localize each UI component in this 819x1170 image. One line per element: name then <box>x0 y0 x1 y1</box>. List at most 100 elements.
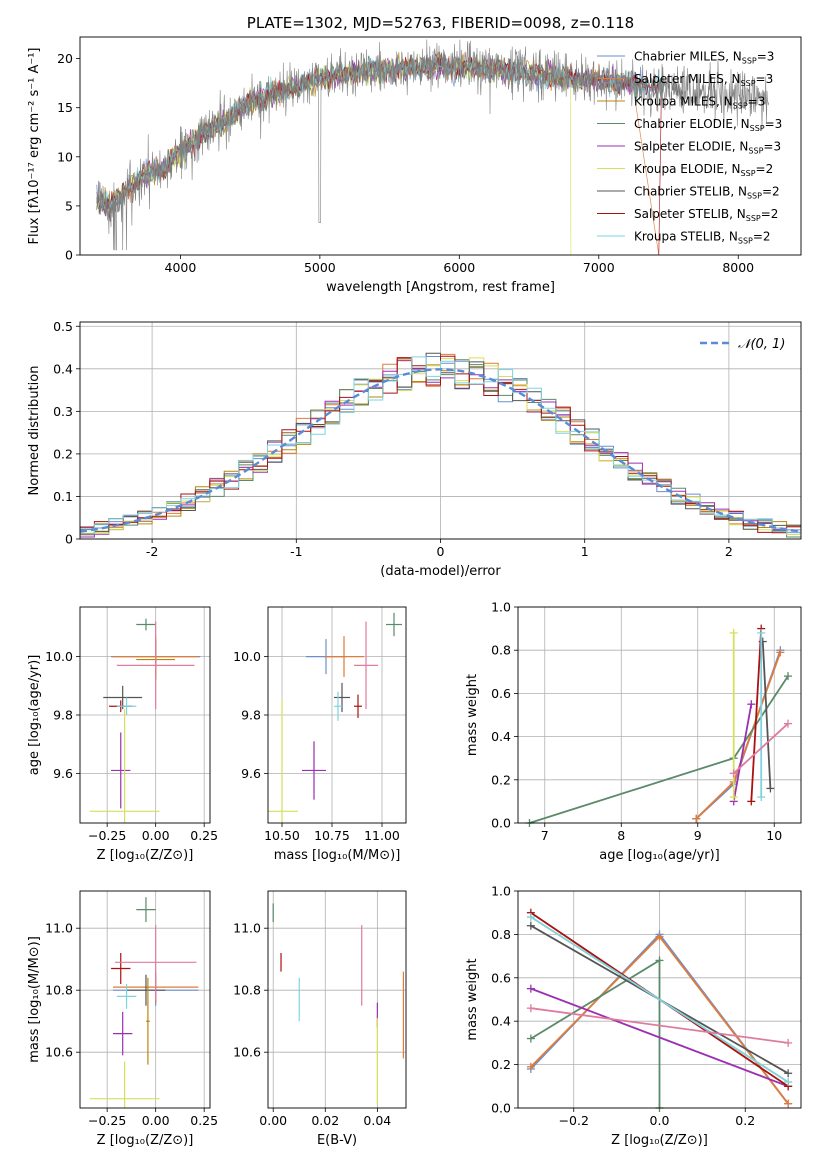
errorbar-point <box>354 621 378 710</box>
x-tick-label: -1 <box>290 544 302 559</box>
x-tick-label: 0.2 <box>735 1113 755 1128</box>
y-tick-label: 1.0 <box>491 884 511 899</box>
x-axis-label: mass [log₁₀(M/M⊙)] <box>274 848 401 863</box>
grid <box>268 891 406 1108</box>
x-tick-label: -2 <box>146 544 158 559</box>
y-tick-label: 15 <box>57 100 73 115</box>
y-tick-label: 10 <box>57 149 73 164</box>
plus-marker <box>766 784 775 793</box>
x-tick-label: −0.25 <box>88 828 126 843</box>
y-tick-label: 9.6 <box>53 766 73 781</box>
plus-marker <box>692 814 701 823</box>
x-axis-label: (data-model)/error <box>380 564 501 579</box>
series-line-3 <box>732 704 753 802</box>
series-line-6 <box>750 628 763 802</box>
errorbar-point <box>136 618 156 631</box>
mass-weight-vs-Z-panel: −0.2 0.0 0.2 0.0 0.2 0.4 0.6 0.8 1.0 Z [log₁₀(Z/Z… <box>465 884 802 1148</box>
axes-frame <box>79 890 211 1109</box>
y-tick-label: 10.8 <box>233 983 261 998</box>
legend-label: Salpeter MILES, NSSP=3 <box>634 72 773 88</box>
y-tick-label: 10.0 <box>45 649 73 664</box>
y-tick-label: 0.0 <box>491 1101 511 1116</box>
plus-marker <box>526 921 535 930</box>
x-tick-label: 6000 <box>443 260 475 275</box>
x-axis-label: Z [log₁₀(Z/Z⊙)] <box>97 1133 194 1148</box>
x-tick-label: 5000 <box>304 260 336 275</box>
series-lines <box>525 624 792 827</box>
normal-curve <box>80 368 801 533</box>
legend-label: Kroupa STELIB, NSSP=2 <box>634 230 771 246</box>
y-axis-label: Flux [fλ10⁻¹⁷ erg cm⁻² s⁻¹ A⁻¹] <box>27 48 42 245</box>
series-lines <box>526 908 793 1112</box>
x-tick-label: 0 <box>437 544 445 559</box>
y-tick-label: 0 <box>65 532 73 547</box>
y-tick-label: 5 <box>65 198 73 213</box>
errorbar-point <box>324 636 364 678</box>
y-tick-label: 0.8 <box>491 927 511 942</box>
plus-marker <box>526 984 535 993</box>
x-tick-label: 0.02 <box>311 1113 339 1128</box>
errorbar-point <box>116 621 195 710</box>
y-tick-label: 0.4 <box>491 729 511 744</box>
errorbar-point <box>386 612 402 637</box>
x-tick-label: 0.00 <box>142 828 170 843</box>
y-tick-label: 0.2 <box>491 772 511 787</box>
chart-title: PLATE=1302, MJD=52763, FIBERID=0098, z=0… <box>247 14 634 32</box>
errorbar-point <box>116 697 137 715</box>
y-tick-label: 9.8 <box>241 708 261 723</box>
x-axis-label: wavelength [Angstrom, rest frame] <box>326 280 555 295</box>
x-tick-label: 0.0 <box>650 1113 670 1128</box>
y-tick-label: 0.0 <box>491 816 511 831</box>
axes-frame <box>267 606 407 824</box>
y-tick-label: 9.8 <box>53 708 73 723</box>
plus-marker <box>729 769 738 778</box>
y-tick-label: 10.6 <box>233 1045 261 1060</box>
axes-frame <box>79 36 802 256</box>
errorbar-point <box>334 691 342 721</box>
legend: Chabrier MILES, NSSP=3 Salpeter MILES, NS… <box>597 50 782 246</box>
y-tick-label: 0.8 <box>491 643 511 658</box>
errorbar-point <box>89 709 160 823</box>
x-tick-label: −0.2 <box>559 1113 589 1128</box>
plus-marker <box>655 956 664 965</box>
plus-marker <box>783 719 792 728</box>
y-tick-label: 11.0 <box>45 921 73 936</box>
x-tick-label: 8 <box>617 828 625 843</box>
plus-marker <box>526 1062 535 1071</box>
plus-marker <box>784 1038 793 1047</box>
legend-label: Kroupa MILES, NSSP=3 <box>634 95 765 111</box>
x-axis-label: Z [log₁₀(Z/Z⊙)] <box>611 1133 708 1148</box>
y-tick-label: 0.3 <box>53 404 73 419</box>
y-tick-label: 0.2 <box>53 446 73 461</box>
plus-marker <box>784 1099 793 1108</box>
x-tick-label: −0.25 <box>88 1113 126 1128</box>
x-tick-label: 10.50 <box>264 828 300 843</box>
series-line-8 <box>733 722 789 774</box>
plus-marker <box>655 932 664 941</box>
errorbar-point <box>89 1061 160 1108</box>
series-line-5 <box>761 641 772 789</box>
x-tick-label: 7 <box>541 828 549 843</box>
plus-marker <box>526 1034 535 1043</box>
legend-label: Chabrier STELIB, NSSP=2 <box>634 185 780 201</box>
plus-marker <box>776 648 785 657</box>
mass-weight-vs-age-panel: 7 8 9 10 0.0 0.2 0.4 0.6 0.8 1.0 age [log₁₀(age/yr… <box>465 600 802 863</box>
x-tick-label: 9 <box>694 828 702 843</box>
age-vs-mass-panel: 10.50 10.75 11.00 9.6 9.8 10.0 mass [log₁₀(M/M… <box>233 606 407 863</box>
x-tick-label: 8000 <box>722 260 754 275</box>
x-tick-label: 0.00 <box>259 1113 287 1128</box>
legend-label: Chabrier ELODIE, NSSP=3 <box>634 117 782 133</box>
errorbar-point <box>116 984 137 1009</box>
histogram-7 <box>80 355 801 534</box>
y-tick-label: 10.0 <box>233 649 261 664</box>
series-line-2 <box>530 958 661 1108</box>
legend-label: Salpeter STELIB, NSSP=2 <box>634 207 778 223</box>
residuals-panel: -2 -1 0 1 2 0 0.1 0.2 0.3 0.4 0.5 (data-model)/erro… <box>27 319 802 579</box>
axes-frame <box>79 321 802 540</box>
y-axis-label: age [log₁₀(age/yr)] <box>27 655 42 776</box>
x-tick-label: 11.00 <box>364 828 400 843</box>
plus-marker <box>747 700 756 709</box>
axes-frame <box>517 606 802 824</box>
x-tick-label: 2 <box>725 544 733 559</box>
data-spectrum <box>96 39 769 251</box>
